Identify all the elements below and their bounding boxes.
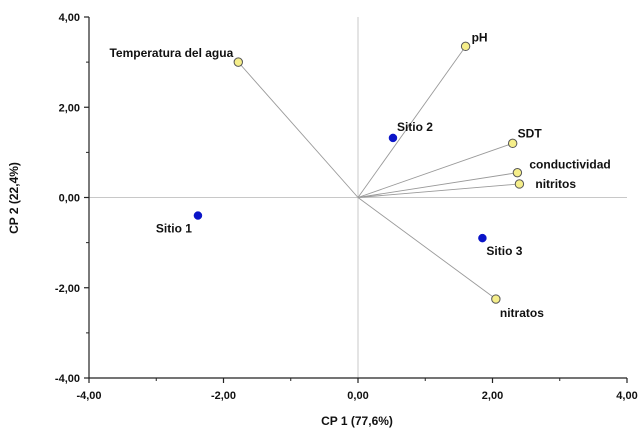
vector-line: [237, 61, 359, 198]
variable-point: [233, 57, 243, 67]
vector-line: [357, 183, 520, 198]
site-point: [388, 133, 398, 143]
y-tick-label: 4,00: [59, 12, 80, 24]
vector-line: [357, 197, 497, 300]
variable-label: conductividad: [529, 158, 610, 172]
point-labels: Temperatura del agua pH SDT conductividad ni…: [109, 30, 610, 320]
vector-line: [357, 46, 466, 198]
site-label: Sitio 3: [486, 244, 522, 258]
variable-label: SDT: [518, 126, 543, 140]
variable-point: [512, 167, 523, 178]
x-axis-title: CP 1 (77,6%): [321, 414, 393, 428]
variable-label: nitratos: [500, 306, 544, 320]
x-tick-label: 2,00: [482, 390, 503, 402]
y-axis-title: CP 2 (22,4%): [7, 162, 21, 234]
axes: -4,00 -2,00 0,00 2,00 4,00 -4,00 -2,00 0,00 2,00…: [55, 12, 638, 402]
variable-point: [507, 138, 518, 149]
variable-point: [514, 179, 525, 189]
x-tick-label: 4,00: [616, 390, 637, 402]
variable-label: Temperatura del agua: [109, 46, 233, 60]
vector-line: [357, 142, 513, 198]
variable-label: pH: [472, 30, 488, 44]
site-point: [478, 233, 487, 243]
site-point: [193, 211, 203, 220]
y-tick-label: -2,00: [55, 283, 80, 295]
y-tick-label: 0,00: [59, 193, 80, 205]
site-label: Sitio 2: [397, 120, 433, 134]
variable-vectors: [237, 46, 520, 300]
y-tick-label: -4,00: [55, 373, 80, 385]
point-markers: [193, 41, 525, 304]
y-tick-label: 2,00: [59, 102, 80, 114]
variable-point: [491, 294, 501, 304]
x-tick-label: -2,00: [211, 390, 236, 402]
vector-line: [357, 172, 518, 198]
variable-point: [460, 41, 471, 52]
site-label: Sitio 1: [156, 222, 192, 236]
x-tick-label: 0,00: [347, 390, 368, 402]
variable-label: nitritos: [535, 177, 576, 191]
x-tick-label: -4,00: [76, 390, 101, 402]
